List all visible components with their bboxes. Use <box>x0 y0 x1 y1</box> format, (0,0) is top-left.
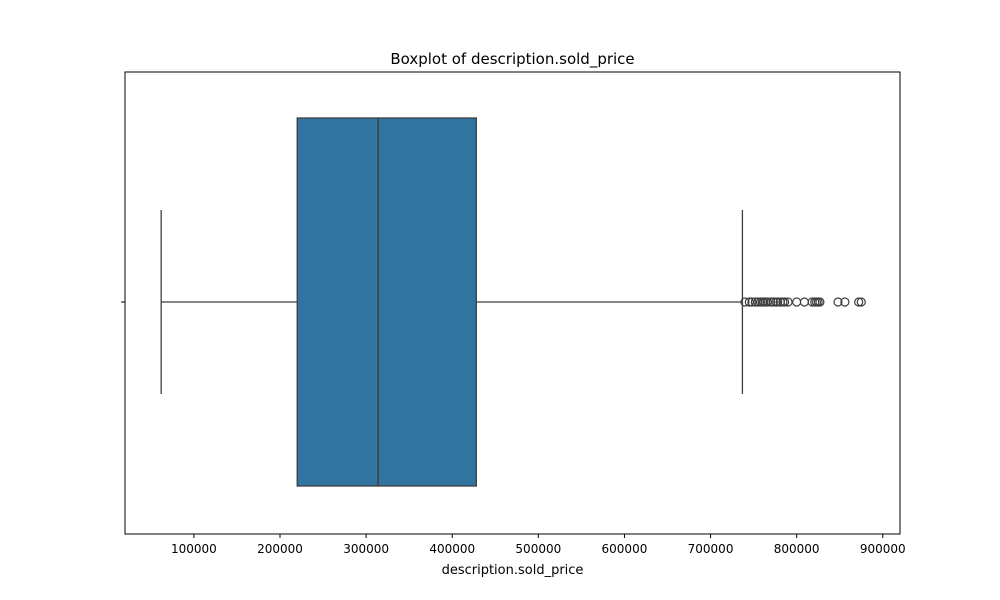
x-axis: 100000 200000 300000 400000 500000 600000 7000… <box>121 301 906 556</box>
x-tick-label: 900000 <box>860 542 906 556</box>
outlier-point <box>792 297 802 307</box>
outlier-point <box>799 297 810 307</box>
x-tick-label: 600000 <box>602 542 648 556</box>
x-tick-label: 700000 <box>688 542 734 556</box>
iqr-box <box>296 117 477 487</box>
x-tick-label: 800000 <box>774 542 820 556</box>
x-tick-label: 400000 <box>429 542 475 556</box>
outlier-point <box>815 297 825 307</box>
outlier-point <box>750 297 760 307</box>
x-tick-label: 200000 <box>257 542 303 556</box>
plot-area <box>160 117 866 487</box>
x-tick-label: 300000 <box>343 542 389 556</box>
plot-frame <box>124 71 901 535</box>
outlier-point <box>773 297 783 307</box>
x-axis-label: description.sold_price <box>442 563 584 578</box>
outlier-point <box>762 297 772 307</box>
outlier-point <box>744 297 754 307</box>
x-tick-label: 500000 <box>515 542 561 556</box>
outlier-point <box>856 297 866 307</box>
outlier-point <box>768 297 779 307</box>
outlier-point <box>840 297 850 307</box>
outlier-point <box>854 297 864 307</box>
outlier-point <box>780 297 790 307</box>
outlier-point <box>766 297 776 307</box>
chart-title: Boxplot of description.sold_price <box>390 50 634 69</box>
outlier-point <box>747 297 757 307</box>
outlier-point <box>740 297 750 307</box>
x-tick-label: 100000 <box>171 542 217 556</box>
outlier-point <box>833 297 843 307</box>
outlier-point <box>783 297 793 307</box>
